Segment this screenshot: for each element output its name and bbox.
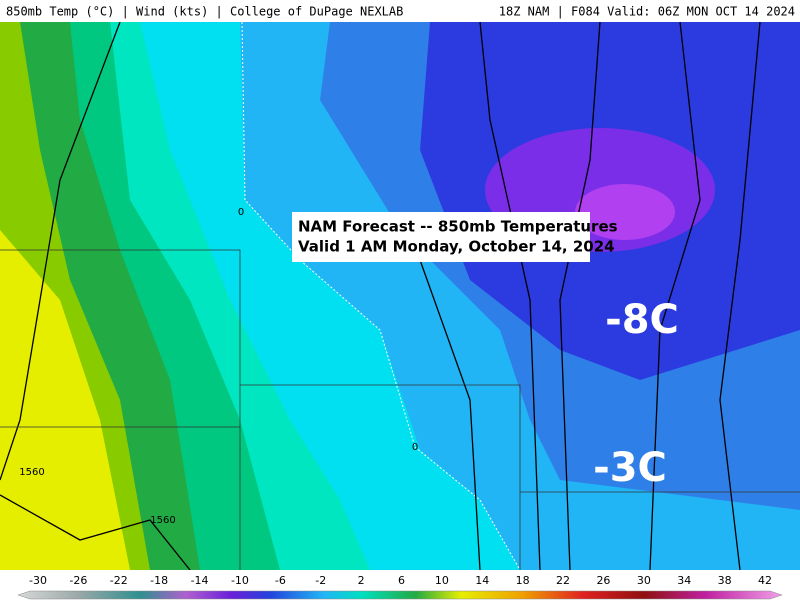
- colorbar-tick-label: -18: [150, 574, 168, 587]
- colorbar-tick-label: -6: [275, 574, 286, 587]
- colorbar-tick-label: 14: [475, 574, 489, 587]
- colorbar-tick-label: -30: [29, 574, 47, 587]
- colorbar-tick-label: 6: [398, 574, 405, 587]
- region: [575, 184, 675, 240]
- contour: [0, 494, 191, 570]
- colorbar-tick-label: 22: [556, 574, 570, 587]
- annotation-line: NAM Forecast -- 850mb Temperatures: [298, 218, 618, 236]
- annotation-box: [292, 212, 590, 262]
- freezing-line: [241, 22, 521, 570]
- colorbar-tick-label: -22: [110, 574, 128, 587]
- contour-label: 0: [238, 207, 244, 218]
- colorbar-tick-label: 42: [758, 574, 772, 587]
- colorbar-tick-label: -26: [69, 574, 87, 587]
- header-right: 18Z NAM | F084 Valid: 06Z MON OCT 14 202…: [499, 5, 795, 19]
- state-border: [0, 249, 800, 570]
- header-left: 850mb Temp (°C) | Wind (kts) | College o…: [6, 5, 403, 19]
- map: [0, 22, 800, 570]
- contour-label: 1560: [19, 467, 44, 478]
- colorbar: [17, 590, 783, 600]
- colorbar-tick-label: 38: [718, 574, 732, 587]
- colorbar-tick-label: 10: [435, 574, 449, 587]
- colorbar-tick-label: 2: [358, 574, 365, 587]
- colorbar-tick-label: 26: [596, 574, 610, 587]
- colorbar-tick-label: 18: [516, 574, 530, 587]
- map-label: -3C: [593, 445, 667, 491]
- annotation-line: Valid 1 AM Monday, October 14, 2024: [298, 238, 615, 256]
- header-bar: [0, 0, 800, 22]
- colorbar-tick-label: -10: [231, 574, 249, 587]
- colorbar-tick-label: -14: [191, 574, 209, 587]
- contour: [0, 22, 121, 481]
- region: [0, 230, 130, 570]
- colorbar-ticks: -30 -26 -22 -18 -14 -10 -6 -2 2 6 10 14 18 22 26 30 34 38…: [29, 574, 772, 587]
- colorbar-tick-label: 30: [637, 574, 651, 587]
- contour-label: 0: [412, 442, 418, 453]
- colorbar-tick-label: 34: [677, 574, 691, 587]
- colorbar-tick-label: -2: [315, 574, 326, 587]
- contour-label: 1560: [150, 515, 175, 526]
- map-label: -8C: [605, 297, 679, 343]
